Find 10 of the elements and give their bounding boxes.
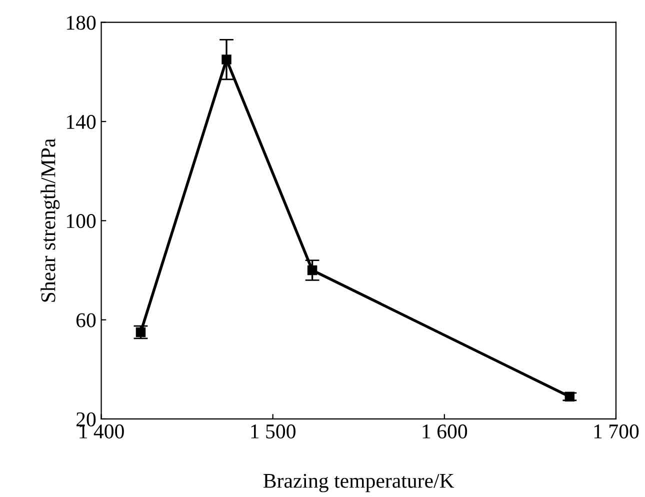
y-tick-label: 20: [76, 412, 96, 426]
y-tick-label: 60: [76, 313, 96, 328]
x-axis-title: Brazing temperature/K: [263, 474, 454, 492]
y-tick-label: 180: [66, 16, 96, 30]
y-tick-label: 100: [66, 214, 96, 228]
x-tick-label: 1 700: [594, 424, 639, 438]
y-axis-title: Shear strength/MPa: [40, 138, 60, 302]
y-tick-label: 140: [66, 114, 96, 129]
x-tick-label: 1 500: [251, 424, 296, 438]
x-tick-label: 1 600: [422, 424, 468, 438]
